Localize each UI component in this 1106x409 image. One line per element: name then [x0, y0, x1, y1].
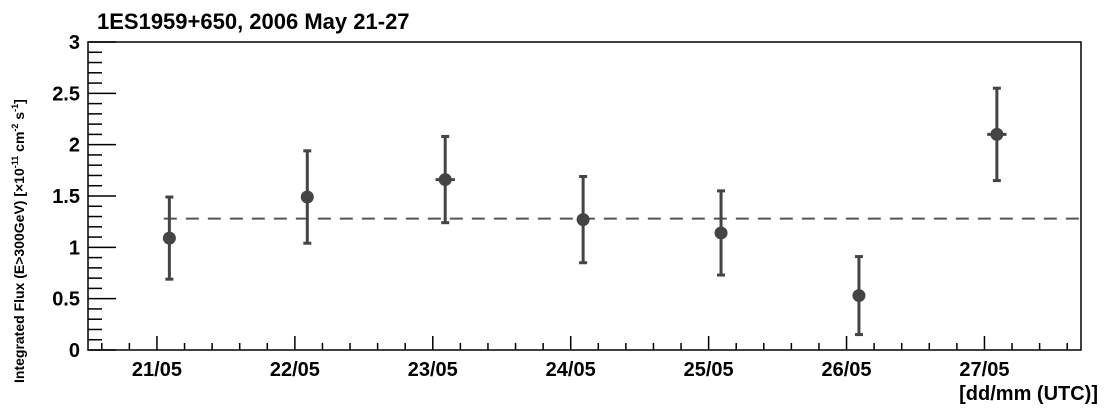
- y-tick-label: 0.5: [52, 289, 80, 311]
- data-marker: [162, 231, 176, 245]
- x-tick-label: 22/05: [270, 359, 320, 381]
- y-axis-label-exp1: -11: [10, 156, 20, 169]
- x-tick-label: 27/05: [959, 359, 1009, 381]
- y-axis-label: Integrated Flux (E>300GeV) [×10-11 cm-2 …: [10, 99, 27, 383]
- y-axis: 0 0.5 1 1.5 2 2.5 3: [52, 32, 116, 362]
- data-marker: [300, 190, 314, 204]
- data-point: [300, 149, 314, 245]
- y-tick-label: 2.5: [52, 83, 80, 105]
- data-point: [987, 86, 1007, 183]
- data-marker: [852, 289, 866, 303]
- y-axis-label-end: ]: [11, 99, 27, 104]
- data-points: [162, 86, 1007, 337]
- x-tick-label: 25/05: [684, 359, 734, 381]
- y-axis-label-main: Integrated Flux (E>300GeV) [×10: [11, 168, 27, 383]
- data-marker: [576, 213, 590, 227]
- chart-title: 1ES1959+650, 2006 May 21-27: [97, 9, 410, 34]
- y-axis-label-mid1: cm: [11, 132, 27, 156]
- y-tick-label: 2: [69, 135, 80, 157]
- data-marker: [990, 127, 1004, 141]
- y-tick-label: 1.5: [52, 186, 80, 208]
- x-tick-label: 26/05: [822, 359, 872, 381]
- data-point: [162, 195, 176, 281]
- x-tick-label: 24/05: [546, 359, 596, 381]
- x-axis: 21/05 22/05 23/05 24/05 25/05 26/05 27/05: [101, 336, 1068, 381]
- data-point: [852, 255, 866, 337]
- y-axis-label-exp3: -1: [10, 104, 20, 112]
- y-axis-label-exp2: -2: [10, 124, 20, 132]
- data-point: [576, 174, 590, 265]
- data-marker: [714, 226, 728, 240]
- y-axis-label-mid2: s: [11, 112, 27, 124]
- x-axis-label: [dd/mm (UTC)]: [959, 383, 1098, 405]
- y-tick-label: 0: [69, 340, 80, 362]
- data-point: [714, 189, 728, 277]
- data-point: [435, 134, 455, 225]
- data-marker: [438, 173, 452, 187]
- y-tick-label: 1: [69, 237, 80, 259]
- x-tick-label: 23/05: [408, 359, 458, 381]
- y-tick-label: 3: [69, 32, 80, 54]
- x-tick-label: 21/05: [132, 359, 182, 381]
